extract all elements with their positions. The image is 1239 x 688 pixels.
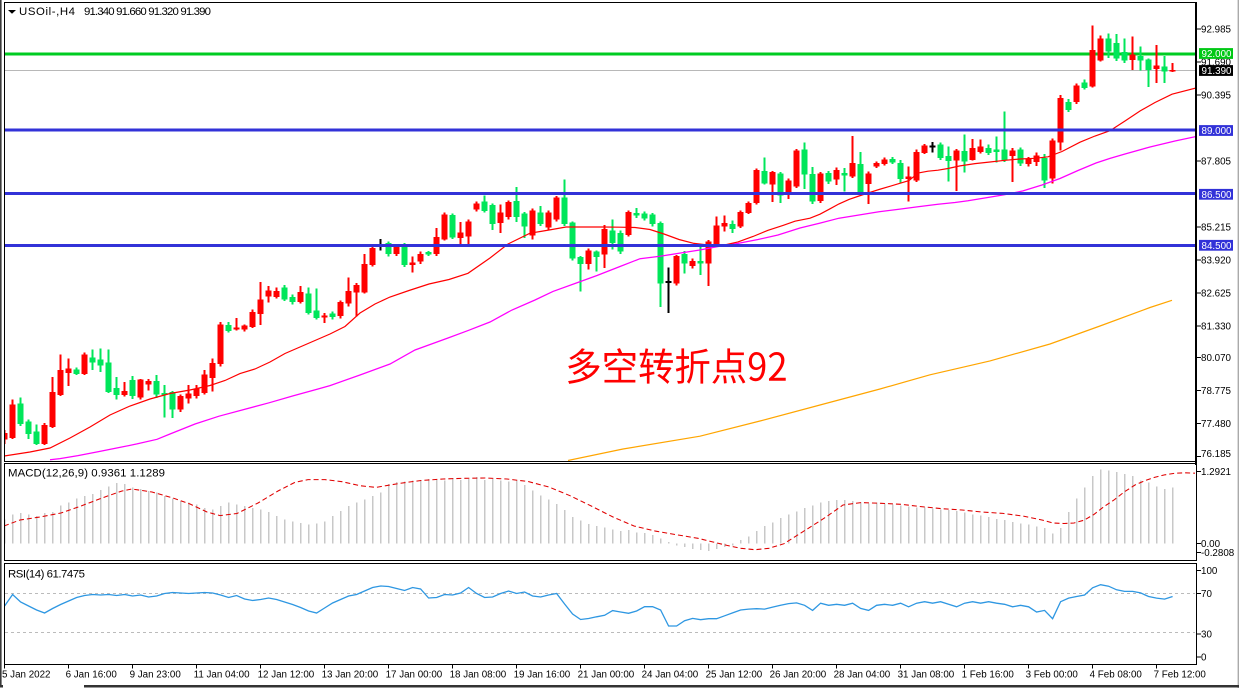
svg-text:92.985: 92.985: [1201, 24, 1232, 35]
svg-text:7 Feb 12:00: 7 Feb 12:00: [1154, 669, 1207, 680]
svg-text:1.2921: 1.2921: [1201, 467, 1231, 478]
svg-text:21 Jan 00:00: 21 Jan 00:00: [578, 669, 635, 680]
svg-text:18 Jan 08:00: 18 Jan 08:00: [450, 669, 507, 680]
svg-text:24 Jan 04:00: 24 Jan 04:00: [642, 669, 699, 680]
svg-text:6 Jan 16:00: 6 Jan 16:00: [66, 669, 118, 680]
svg-text:91.690: 91.690: [1201, 57, 1232, 68]
svg-text:5 Jan 2022: 5 Jan 2022: [2, 669, 50, 680]
svg-text:3 Feb 00:00: 3 Feb 00:00: [1026, 669, 1079, 680]
svg-text:19 Jan 16:00: 19 Jan 16:00: [514, 669, 571, 680]
svg-text:USOil-,H4: USOil-,H4: [19, 6, 75, 18]
svg-text:82.625: 82.625: [1201, 288, 1232, 299]
svg-text:80.070: 80.070: [1201, 353, 1232, 364]
svg-text:90.395: 90.395: [1201, 90, 1232, 101]
svg-text:78.775: 78.775: [1201, 386, 1232, 397]
svg-text:100: 100: [1201, 566, 1218, 577]
svg-text:1 Feb 16:00: 1 Feb 16:00: [962, 669, 1015, 680]
svg-text:84.500: 84.500: [1202, 241, 1233, 252]
svg-text:9 Jan 23:00: 9 Jan 23:00: [130, 669, 182, 680]
svg-text:30: 30: [1201, 630, 1212, 641]
svg-text:RSI(14) 61.7475: RSI(14) 61.7475: [8, 569, 85, 581]
svg-text:MACD(12,26,9) 0.9361 1.1289: MACD(12,26,9) 0.9361 1.1289: [8, 468, 165, 480]
svg-text:-0.2808: -0.2808: [1201, 548, 1235, 559]
svg-text:0.00: 0.00: [1201, 539, 1221, 550]
svg-text:91.390: 91.390: [1202, 66, 1233, 77]
svg-text:76.185: 76.185: [1201, 449, 1232, 460]
svg-text:91.340 91.660 91.320 91.390: 91.340 91.660 91.320 91.390: [84, 6, 211, 18]
svg-text:77.480: 77.480: [1201, 419, 1232, 430]
svg-text:28 Jan 04:00: 28 Jan 04:00: [834, 669, 891, 680]
svg-text:85.215: 85.215: [1201, 222, 1232, 233]
svg-text:17 Jan 00:00: 17 Jan 00:00: [386, 669, 443, 680]
svg-text:87.805: 87.805: [1201, 156, 1232, 167]
svg-text:86.500: 86.500: [1202, 190, 1233, 201]
svg-text:25 Jan 12:00: 25 Jan 12:00: [706, 669, 763, 680]
svg-text:13 Jan 20:00: 13 Jan 20:00: [322, 669, 379, 680]
svg-text:83.920: 83.920: [1201, 255, 1232, 266]
svg-text:92.000: 92.000: [1202, 49, 1233, 60]
svg-text:31 Jan 08:00: 31 Jan 08:00: [898, 669, 955, 680]
svg-text:11 Jan 04:00: 11 Jan 04:00: [194, 669, 250, 680]
svg-text:12 Jan 12:00: 12 Jan 12:00: [258, 669, 315, 680]
svg-text:81.330: 81.330: [1201, 321, 1232, 332]
svg-text:0: 0: [1201, 653, 1207, 664]
svg-text:70: 70: [1201, 589, 1212, 600]
svg-text:26 Jan 20:00: 26 Jan 20:00: [770, 669, 827, 680]
svg-text:4 Feb 08:00: 4 Feb 08:00: [1090, 669, 1143, 680]
svg-text:89.000: 89.000: [1202, 126, 1233, 137]
